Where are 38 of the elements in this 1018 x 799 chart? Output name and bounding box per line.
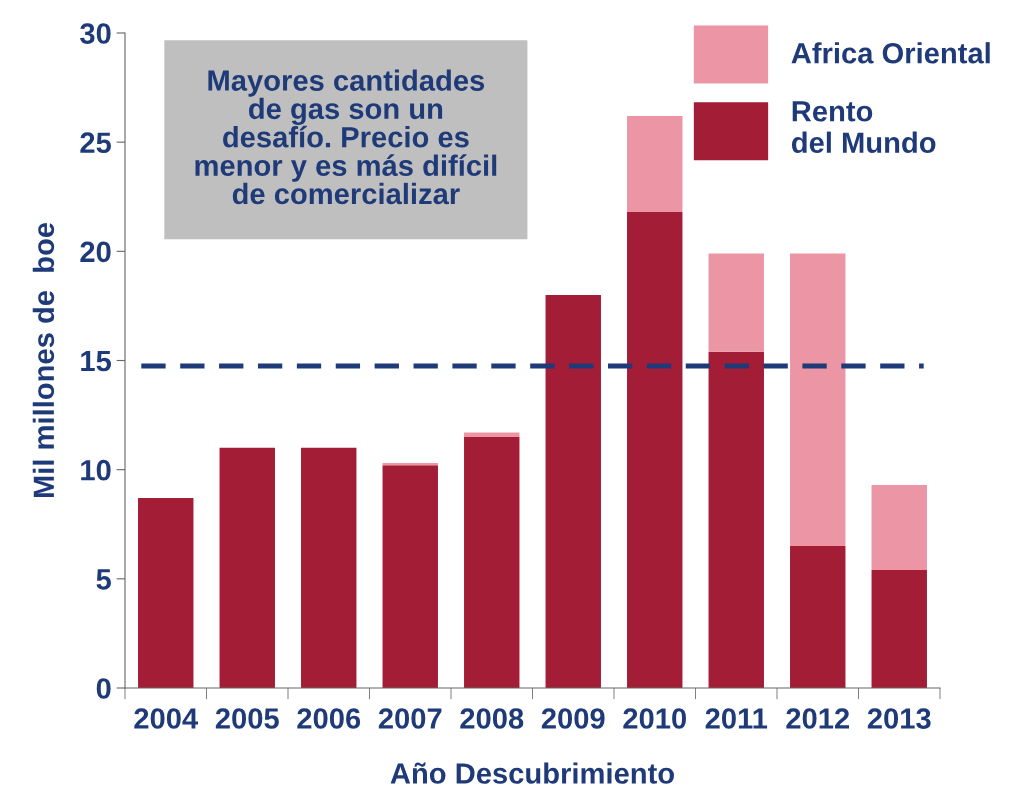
y-tick-label: 0 [96,678,111,699]
x-tick-label: 2009 [541,708,605,729]
y-tick-label: 5 [96,569,111,590]
bar [382,463,438,466]
x-tick-label: 2006 [297,708,361,729]
y-tick-label: 25 [80,132,111,154]
bar [708,351,764,688]
x-axis-title: Año Descubrimiento [390,762,674,784]
x-tick-label: 2007 [378,708,442,729]
legend-label: Africa Oriental [791,42,990,64]
bar [790,546,846,688]
bar [219,447,275,688]
annotation: Mayores cantidades de gas son un desafío. Precio es menor y es más difícil de comercializar [195,69,497,205]
x-tick-label: 2008 [460,708,524,729]
bar [627,212,683,688]
x-tick-label: 2013 [867,708,931,729]
bar [138,498,194,688]
y-axis-title: Mil millones de boe [32,222,55,498]
bar [464,432,520,437]
x-tick-label: 2010 [623,708,686,729]
x-tick-label: 2012 [786,708,850,729]
y-tick-label: 15 [81,351,111,372]
x-tick-label: 2005 [215,708,279,729]
legend-label: Rento del Mundo [791,101,936,154]
bar [545,295,601,688]
bar [627,115,683,213]
x-tick-label: 2011 [705,708,768,729]
bar [871,484,927,571]
bar [464,436,520,688]
x-tick-label: 2004 [134,708,199,729]
bar [382,465,438,688]
bar [871,570,927,688]
y-tick-label: 20 [80,241,111,263]
bar [301,447,357,688]
bar [708,253,764,352]
bar [790,253,846,547]
y-tick-label: 30 [80,23,111,44]
y-tick-label: 10 [81,459,111,481]
